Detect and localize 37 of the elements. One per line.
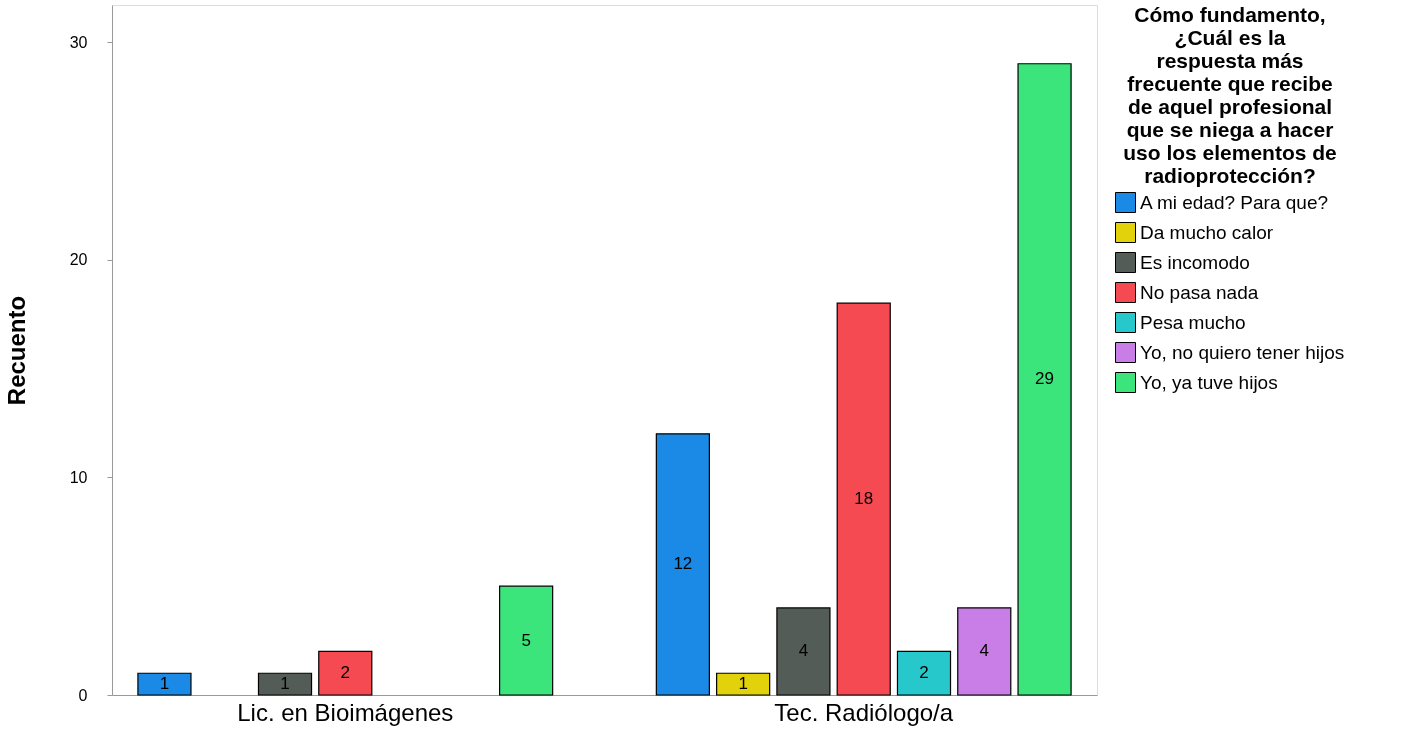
bar <box>957 607 1012 696</box>
bar <box>716 672 771 696</box>
data-label: 12 <box>673 554 693 574</box>
bar <box>655 433 710 696</box>
data-label: 4 <box>979 641 990 661</box>
bar <box>776 607 831 696</box>
legend-label: Da mucho calor <box>1140 221 1274 243</box>
y-axis-title: Recuento <box>2 295 30 406</box>
bar <box>836 302 891 696</box>
x-tick-label: Tec. Radiólogo/a <box>774 698 954 726</box>
legend-label: Es incomodo <box>1140 251 1250 273</box>
y-tick-label: 10 <box>69 468 88 486</box>
legend-label: No pasa nada <box>1140 281 1259 303</box>
data-label: 1 <box>159 674 170 694</box>
bar <box>318 650 373 696</box>
y-tick-label: 30 <box>69 33 88 51</box>
data-label: 2 <box>919 663 929 683</box>
legend-label: A mi edad? Para que? <box>1140 191 1329 213</box>
data-label: 18 <box>854 489 874 509</box>
data-label: 1 <box>738 674 748 694</box>
legend-label: Pesa mucho <box>1140 311 1246 333</box>
data-label: 1 <box>280 674 290 694</box>
bar <box>896 650 952 696</box>
data-label: 2 <box>340 663 351 683</box>
y-tick-label: 0 <box>78 686 88 704</box>
bar <box>137 672 192 696</box>
data-label: 29 <box>1035 369 1055 389</box>
data-label: 5 <box>521 630 531 650</box>
legend-title: Cómo fundamento, ¿Cuál es la respuesta más frecuente que recibe de aquel profesional que se niega a hacer uso los elementos de radioprotección? <box>1123 3 1337 187</box>
data-label: 4 <box>798 641 809 661</box>
y-tick-label: 20 <box>69 251 88 269</box>
bar <box>257 672 313 696</box>
x-tick-label: Lic. en Bioimágenes <box>237 698 454 726</box>
bar <box>499 585 554 696</box>
legend-label: Yo, ya tuve hijos <box>1140 371 1278 393</box>
legend-label: Yo, no quiero tener hijos <box>1140 341 1345 363</box>
bar <box>1017 63 1072 696</box>
